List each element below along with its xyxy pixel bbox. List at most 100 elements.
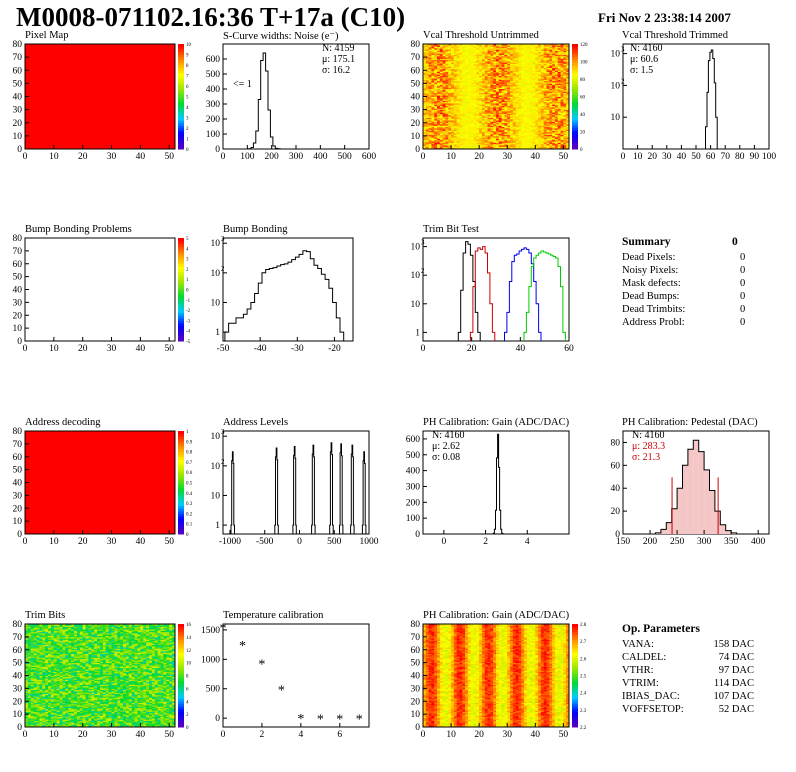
vcal-untrimmed-cell bbox=[442, 141, 446, 143]
vcal-untrimmed-cell bbox=[423, 112, 427, 114]
vcal-untrimmed-cell bbox=[437, 65, 441, 67]
vcal-untrimmed-cell bbox=[431, 75, 435, 78]
vcal-untrimmed-cell bbox=[431, 45, 435, 48]
vcal-untrimmed-cell bbox=[437, 134, 441, 137]
bump-problems-color-step bbox=[178, 261, 184, 265]
vcal-untrimmed-cell bbox=[439, 135, 444, 138]
vcal-untrimmed-cell bbox=[437, 82, 441, 84]
vcal-untrimmed-cell bbox=[428, 87, 432, 90]
vcal-untrimmed-cell bbox=[428, 99, 432, 101]
vcal-untrimmed-cell bbox=[442, 145, 446, 147]
vcal-untrimmed-cell bbox=[423, 44, 427, 46]
vcal-untrimmed-cell bbox=[428, 68, 432, 71]
vcal-untrimmed-color-step bbox=[572, 44, 578, 48]
x-tick-label: 20 bbox=[474, 152, 484, 162]
pixel-map-color-step bbox=[178, 93, 184, 97]
vcal-untrimmed-cell bbox=[431, 117, 435, 120]
vcal-untrimmed-cell bbox=[428, 70, 432, 72]
op-param-value: 74 DAC bbox=[718, 652, 754, 663]
vcal-untrimmed-cell bbox=[428, 57, 432, 59]
vcal-untrimmed-cell bbox=[425, 78, 430, 80]
vcal-untrimmed-cell bbox=[425, 110, 430, 113]
vcal-untrimmed-cell bbox=[431, 49, 435, 51]
vcal-untrimmed-cell bbox=[434, 75, 438, 78]
vcal-untrimmed-cell bbox=[437, 96, 441, 99]
vcal-untrimmed-scale-label: 20 bbox=[580, 131, 586, 136]
vcal-untrimmed-cell bbox=[431, 93, 435, 96]
vcal-untrimmed-cell bbox=[428, 46, 432, 49]
vcal-untrimmed-cell bbox=[442, 146, 446, 149]
bump-problems-color-step bbox=[178, 279, 184, 283]
vcal-untrimmed-cell bbox=[425, 104, 430, 107]
pixel-map-color-step bbox=[178, 59, 184, 63]
x-tick-label: 30 bbox=[107, 537, 117, 547]
vcal-untrimmed-cell bbox=[425, 99, 430, 101]
pixel-map-title: Pixel Map bbox=[25, 30, 69, 41]
vcal-untrimmed-cell bbox=[431, 95, 435, 97]
op-param-value: 158 DAC bbox=[713, 639, 754, 650]
vcal-untrimmed-cell bbox=[437, 44, 441, 46]
pixel-map-scale-label: 2 bbox=[186, 127, 189, 132]
pixel-map-color-step bbox=[178, 62, 184, 66]
pixel-map-color-step bbox=[178, 135, 184, 139]
vcal-untrimmed-cell bbox=[434, 91, 438, 93]
vcal-untrimmed-cell bbox=[423, 100, 427, 103]
vcal-untrimmed-cell bbox=[423, 143, 427, 146]
vcal-untrimmed-cell bbox=[439, 57, 444, 59]
vcal-untrimmed-cell bbox=[442, 134, 446, 137]
vcal-untrimmed-cell bbox=[439, 87, 444, 90]
address-decoding-color-step bbox=[178, 464, 184, 468]
address-decoding-scale-label: 0 bbox=[186, 533, 189, 538]
vcal-untrimmed-cell bbox=[434, 84, 438, 87]
vcal-untrimmed-cell bbox=[425, 142, 430, 145]
bump-problems-color-step bbox=[178, 248, 184, 252]
vcal-untrimmed-cell bbox=[434, 131, 438, 134]
vcal-untrimmed-cell bbox=[437, 105, 441, 108]
vcal-untrimmed-cell bbox=[442, 113, 446, 116]
vcal-untrimmed-cell bbox=[434, 124, 438, 126]
vcal-untrimmed-cell bbox=[439, 50, 444, 53]
vcal-untrimmed-cell bbox=[428, 131, 432, 134]
summary-label: Mask defects: bbox=[622, 278, 681, 289]
vcal-untrimmed-cell bbox=[423, 51, 427, 54]
vcal-untrimmed-cell bbox=[439, 95, 444, 97]
vcal-untrimmed-cell bbox=[437, 107, 441, 109]
vcal-untrimmed-cell bbox=[439, 116, 444, 118]
vcal-untrimmed-cell bbox=[428, 105, 432, 108]
plot-frame bbox=[24, 237, 176, 342]
scurve-stats: N: 4159 μ: 175.1 σ: 16.2 bbox=[322, 43, 355, 76]
vcal-untrimmed-cell bbox=[437, 95, 441, 97]
pixel-map-color-step bbox=[178, 72, 184, 76]
stat-mean: μ: 283.3 bbox=[632, 441, 666, 452]
vcal-untrimmed-cell bbox=[442, 124, 446, 126]
vcal-untrimmed-cell bbox=[437, 47, 441, 50]
vcal-untrimmed-cell bbox=[437, 83, 441, 86]
vcal-untrimmed-cell bbox=[437, 142, 441, 145]
bump-problems-color-step bbox=[178, 274, 184, 278]
y-tick-label: 0 bbox=[17, 530, 22, 540]
vcal-untrimmed-cell bbox=[425, 101, 430, 104]
vcal-untrimmed-cell bbox=[439, 133, 444, 135]
vcal-untrimmed-cell bbox=[425, 74, 430, 76]
vcal-untrimmed-cell bbox=[437, 122, 441, 125]
vcal-untrimmed-cell bbox=[423, 75, 427, 78]
bump-problems-title: Bump Bonding Problems bbox=[25, 224, 132, 235]
vcal-untrimmed-cell bbox=[434, 55, 438, 58]
vcal-untrimmed-cell bbox=[439, 124, 444, 126]
vcal-untrimmed-cell bbox=[434, 70, 438, 72]
vcal-untrimmed-cell bbox=[423, 135, 427, 138]
address-decoding-color-step bbox=[178, 526, 184, 530]
vcal-untrimmed-cell bbox=[431, 145, 435, 147]
y-tick-label: 20 bbox=[13, 311, 23, 321]
vcal-untrimmed-cell bbox=[439, 129, 444, 132]
vcal-untrimmed-cell bbox=[428, 74, 432, 76]
vcal-untrimmed-cell bbox=[439, 130, 444, 133]
vcal-untrimmed-cell bbox=[437, 62, 441, 65]
vcal-untrimmed-cell bbox=[425, 70, 430, 72]
pixel-map-fill bbox=[25, 44, 175, 149]
vcal-untrimmed-cell bbox=[428, 103, 432, 105]
vcal-untrimmed-cell bbox=[431, 50, 435, 53]
vcal-untrimmed-cell bbox=[428, 76, 432, 79]
stat-n: N: 4160 bbox=[632, 430, 665, 441]
vcal-untrimmed-cell bbox=[434, 95, 438, 97]
